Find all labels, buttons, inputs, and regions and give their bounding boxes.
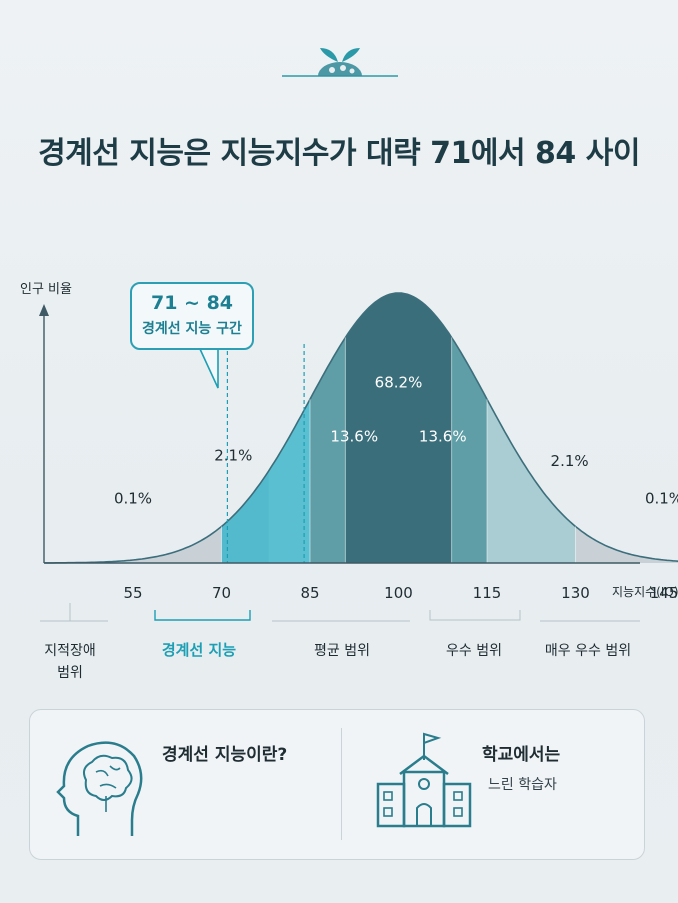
card-right-title: 학교에서는 xyxy=(482,745,561,765)
category-label: 매우 우수 범위 xyxy=(545,643,631,659)
x-tick-label: 130 xyxy=(561,584,590,602)
leaf-logo-icon xyxy=(282,48,398,77)
curve-segment-center xyxy=(345,293,452,563)
band-percent-label: 2.1% xyxy=(551,452,589,470)
borderline-callout: 71 ~ 84 경계선 지능 구간 xyxy=(130,282,254,350)
category-label-line: 지적장애 xyxy=(44,643,96,659)
band-percent-label: 0.1% xyxy=(645,490,678,508)
band-percent-label: 68.2% xyxy=(375,374,423,392)
band-percent-label: 2.1% xyxy=(214,446,252,464)
curve-segment-0 xyxy=(44,526,222,563)
superior-bracket xyxy=(429,610,521,621)
category-label-line: 평균 범위 xyxy=(314,643,370,659)
category-label-line: 매우 우수 범위 xyxy=(545,643,631,659)
x-tick-label: 145 xyxy=(650,584,678,602)
page-title: 경계선 지능은 지능지수가 대략 71에서 84 사이 xyxy=(38,136,640,171)
y-axis-label: 인구 비율 xyxy=(20,282,72,297)
callout-range: 71 ~ 84 xyxy=(150,292,234,314)
category-label-line: 경계선 지능 xyxy=(162,641,236,659)
callout-label: 경계선 지능 구간 xyxy=(142,321,242,337)
card-left-title: 경계선 지능이란? xyxy=(162,745,288,765)
y-axis-arrow-icon xyxy=(39,304,49,316)
x-tick-label: 85 xyxy=(300,584,319,602)
category-label: 우수 범위 xyxy=(446,643,502,659)
band-percent-label: 13.6% xyxy=(330,428,378,446)
x-tick-label: 115 xyxy=(473,584,502,602)
category-label-line: 범위 xyxy=(57,665,83,681)
curve-outline xyxy=(44,292,678,564)
category-label-line: 우수 범위 xyxy=(446,643,502,659)
curve-segment-highlight xyxy=(221,470,269,563)
card-right-subtitle: 느린 학습자 xyxy=(488,777,557,793)
category-label: 평균 범위 xyxy=(314,643,370,659)
category-label: 경계선 지능 xyxy=(162,641,236,659)
school-building-icon xyxy=(376,732,472,828)
borderline-bracket xyxy=(154,610,251,621)
x-axis-label: 지능지수(IQ) xyxy=(612,585,678,599)
callout-pointer xyxy=(198,348,219,389)
curve-segment-4 xyxy=(575,526,678,563)
head-brain-icon xyxy=(56,741,143,836)
band-percent-label: 13.6% xyxy=(419,428,467,446)
band-percent-label: 0.1% xyxy=(114,490,152,508)
x-tick-label: 100 xyxy=(384,584,413,602)
x-tick-label: 55 xyxy=(123,584,142,602)
info-card: 경계선 지능이란? 학교에서는 느린 학습자 xyxy=(29,709,645,860)
x-tick-label: 70 xyxy=(212,584,231,602)
card-divider xyxy=(341,728,342,840)
